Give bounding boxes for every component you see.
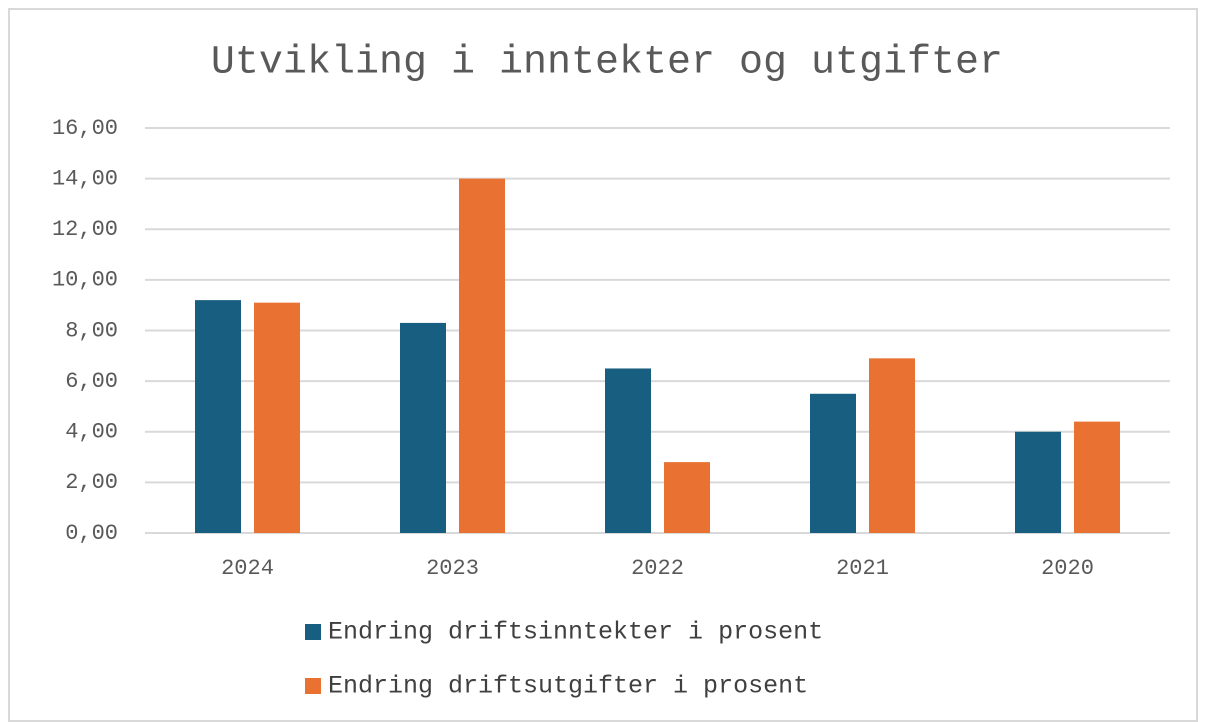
- x-tick-label: 2020: [1041, 556, 1094, 581]
- x-tick-label: 2024: [221, 556, 274, 581]
- y-tick-label: 12,00: [52, 217, 118, 242]
- y-tick-label: 6,00: [65, 369, 118, 394]
- bar: [195, 300, 241, 533]
- x-tick-label: 2021: [836, 556, 889, 581]
- legend-swatch: [305, 624, 321, 640]
- legend-swatch: [305, 678, 321, 694]
- bar: [605, 368, 651, 533]
- y-tick-label: 0,00: [65, 521, 118, 546]
- legend-label: Endring driftsutgifter i prosent: [328, 672, 808, 701]
- x-tick-label: 2022: [631, 556, 684, 581]
- legend-label: Endring driftsinntekter i prosent: [328, 618, 823, 647]
- y-tick-label: 2,00: [65, 470, 118, 495]
- y-tick-label: 4,00: [65, 420, 118, 445]
- bar: [400, 322, 446, 533]
- bar: [869, 358, 915, 533]
- y-tick-label: 16,00: [52, 116, 118, 141]
- bar: [664, 462, 710, 533]
- bar: [810, 393, 856, 533]
- x-tick-label: 2023: [426, 556, 479, 581]
- bar: [254, 302, 300, 533]
- bar: [1074, 421, 1120, 533]
- y-tick-label: 10,00: [52, 268, 118, 293]
- y-tick-label: 8,00: [65, 318, 118, 343]
- chart-title: Utvikling i inntekter og utgifter: [211, 41, 1003, 86]
- bar: [459, 178, 505, 533]
- chart-border: [8, 8, 1198, 722]
- y-tick-label: 14,00: [52, 166, 118, 191]
- bar: [1015, 431, 1061, 533]
